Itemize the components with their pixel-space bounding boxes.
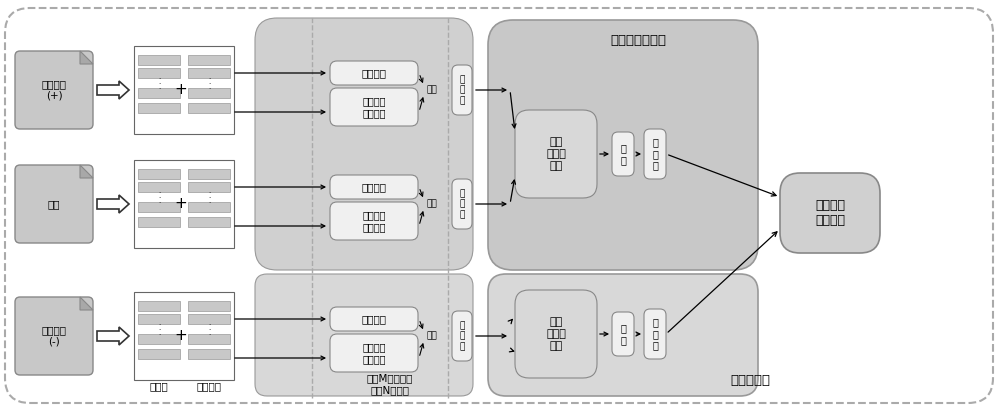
Bar	[138, 301, 180, 311]
Text: 无关文章
(-): 无关文章 (-)	[42, 325, 66, 347]
Bar	[138, 103, 180, 113]
Text: +: +	[175, 328, 187, 344]
FancyBboxPatch shape	[644, 129, 666, 179]
Text: 词嵌入: 词嵌入	[150, 381, 168, 391]
FancyBboxPatch shape	[452, 179, 472, 229]
Text: 线
性
层: 线 性 层	[459, 75, 465, 105]
FancyBboxPatch shape	[330, 307, 418, 331]
FancyBboxPatch shape	[488, 20, 758, 270]
Text: 双向
注意力
模块: 双向 注意力 模块	[546, 317, 566, 350]
Text: 线
性
层: 线 性 层	[652, 137, 658, 171]
Text: 自注意力: 自注意力	[362, 182, 386, 192]
Bar	[188, 301, 230, 311]
FancyBboxPatch shape	[612, 132, 634, 176]
Text: 位置嵌入: 位置嵌入	[196, 381, 222, 391]
FancyBboxPatch shape	[330, 61, 418, 85]
Text: 自注意力: 自注意力	[362, 314, 386, 324]
Text: 自注意力: 自注意力	[362, 68, 386, 78]
Bar	[188, 88, 230, 98]
FancyBboxPatch shape	[612, 312, 634, 356]
Text: 连
接: 连 接	[620, 143, 626, 165]
Text: 重复M步注意力: 重复M步注意力	[367, 373, 413, 383]
Bar	[188, 55, 230, 65]
Polygon shape	[80, 165, 93, 178]
Bar	[188, 182, 230, 192]
Text: 门控卷积
神经网络: 门控卷积 神经网络	[362, 96, 386, 118]
Text: ·
·
·: · · ·	[208, 76, 210, 92]
Bar	[188, 202, 230, 212]
Text: 线
性
层: 线 性 层	[459, 321, 465, 351]
FancyBboxPatch shape	[15, 165, 93, 243]
FancyBboxPatch shape	[515, 110, 597, 198]
Text: 关系指导器: 关系指导器	[730, 373, 770, 386]
Text: 回答相关编码器: 回答相关编码器	[610, 33, 666, 47]
Bar	[188, 349, 230, 359]
Text: 回答: 回答	[48, 199, 60, 209]
FancyBboxPatch shape	[515, 290, 597, 378]
Bar	[188, 314, 230, 324]
Text: 相加: 相加	[427, 331, 437, 341]
Text: 门控卷积
神经网络: 门控卷积 神经网络	[362, 342, 386, 364]
FancyBboxPatch shape	[330, 202, 418, 240]
Bar	[138, 334, 180, 344]
Text: ·
·
·: · · ·	[208, 322, 210, 338]
Bar	[138, 55, 180, 65]
FancyBboxPatch shape	[330, 88, 418, 126]
Bar	[138, 202, 180, 212]
Text: 支撑文章
(+): 支撑文章 (+)	[42, 79, 66, 101]
Text: 线
性
层: 线 性 层	[459, 189, 465, 219]
Text: 门控卷积
神经网络: 门控卷积 神经网络	[362, 210, 386, 232]
FancyBboxPatch shape	[255, 274, 473, 396]
Text: ·
·
·: · · ·	[158, 190, 160, 206]
Bar	[138, 349, 180, 359]
Text: 问题相关
得分函数: 问题相关 得分函数	[815, 199, 845, 227]
Text: 相加: 相加	[427, 200, 437, 208]
Bar	[138, 88, 180, 98]
Bar	[188, 103, 230, 113]
Bar	[188, 334, 230, 344]
Text: 双向
注意力
模块: 双向 注意力 模块	[546, 137, 566, 171]
FancyBboxPatch shape	[255, 18, 473, 270]
Bar	[188, 68, 230, 78]
Bar	[134, 46, 234, 134]
Polygon shape	[97, 195, 129, 213]
Bar	[138, 68, 180, 78]
Bar	[134, 160, 234, 248]
Polygon shape	[97, 81, 129, 99]
Bar	[188, 169, 230, 179]
Bar	[138, 182, 180, 192]
Text: ·
·
·: · · ·	[158, 76, 160, 92]
FancyBboxPatch shape	[15, 297, 93, 375]
Bar	[138, 314, 180, 324]
Polygon shape	[80, 51, 93, 64]
Bar	[138, 169, 180, 179]
Bar	[188, 217, 230, 227]
Text: 连
接: 连 接	[620, 323, 626, 345]
Text: +: +	[175, 197, 187, 211]
FancyBboxPatch shape	[488, 274, 758, 396]
FancyBboxPatch shape	[452, 65, 472, 115]
FancyBboxPatch shape	[780, 173, 880, 253]
FancyBboxPatch shape	[452, 311, 472, 361]
Bar	[134, 292, 234, 380]
FancyBboxPatch shape	[15, 51, 93, 129]
Polygon shape	[97, 327, 129, 345]
Polygon shape	[80, 297, 93, 310]
FancyBboxPatch shape	[330, 175, 418, 199]
Text: 相加: 相加	[427, 86, 437, 95]
Text: ·
·
·: · · ·	[158, 322, 160, 338]
Text: 重复N步卷积: 重复N步卷积	[370, 385, 410, 395]
FancyBboxPatch shape	[644, 309, 666, 359]
Text: ·
·
·: · · ·	[208, 190, 210, 206]
Text: +: +	[175, 82, 187, 98]
FancyBboxPatch shape	[330, 334, 418, 372]
Text: 线
性
层: 线 性 层	[652, 317, 658, 350]
Bar	[138, 217, 180, 227]
